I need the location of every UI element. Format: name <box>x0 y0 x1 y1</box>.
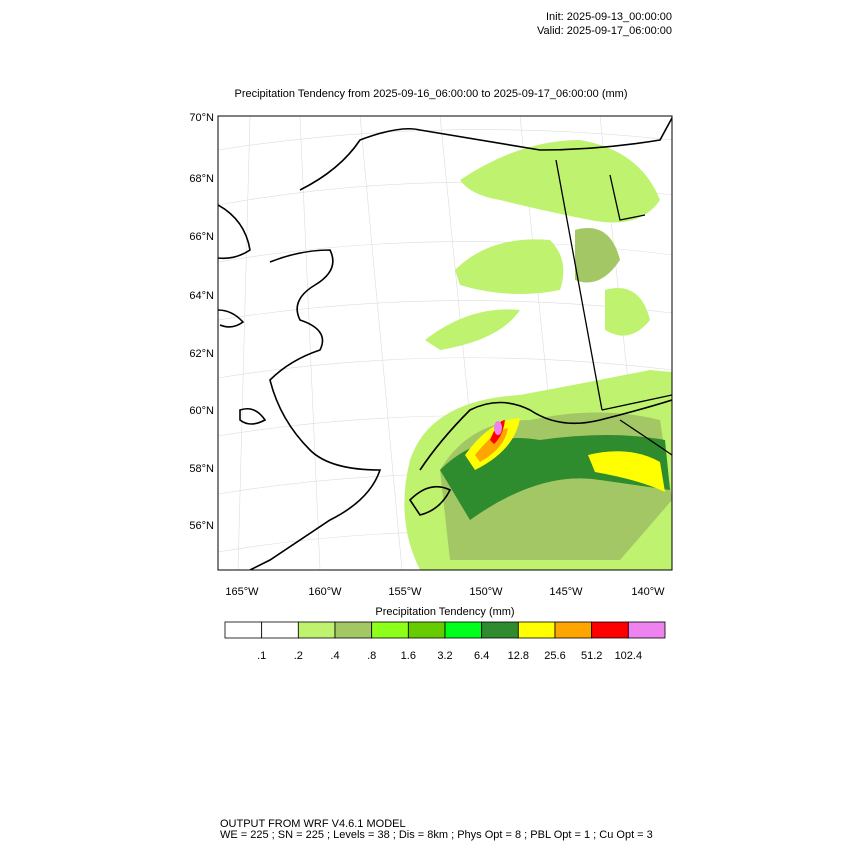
colorbar-label: .4 <box>330 650 339 662</box>
colorbar-label: 6.4 <box>474 650 489 662</box>
lat-label: 64°N <box>189 290 214 302</box>
lon-label: 165°W <box>225 586 259 598</box>
lon-label: 140°W <box>631 586 665 598</box>
init-time: Init: 2025-09-13_00:00:00 <box>546 11 672 23</box>
colorbar-box <box>481 621 519 639</box>
colorbar-label: 12.8 <box>508 650 529 662</box>
colorbar-box <box>224 621 263 639</box>
colorbar-box <box>261 621 299 639</box>
lat-label: 68°N <box>189 173 214 185</box>
lon-label: 150°W <box>469 586 503 598</box>
coastline <box>218 117 672 570</box>
colorbar-box <box>297 621 336 639</box>
colorbar-title: Precipitation Tendency (mm) <box>375 606 514 618</box>
colorbar-box <box>627 621 666 639</box>
lat-label: 56°N <box>189 520 214 532</box>
colorbar-label: 25.6 <box>544 650 565 662</box>
lat-label: 58°N <box>189 463 214 475</box>
lat-label: 66°N <box>189 231 214 243</box>
colorbar-box <box>554 621 593 639</box>
valid-time: Valid: 2025-09-17_06:00:00 <box>537 25 672 37</box>
footer-line-2: WE = 225 ; SN = 225 ; Levels = 38 ; Dis … <box>220 829 653 841</box>
colorbar-box <box>517 621 556 639</box>
lon-label: 145°W <box>549 586 583 598</box>
colorbar-label: 51.2 <box>581 650 602 662</box>
lat-label: 60°N <box>189 405 214 417</box>
colorbar-label: 1.6 <box>401 650 416 662</box>
colorbar-box <box>334 621 373 639</box>
colorbar-box <box>444 621 483 639</box>
lon-label: 160°W <box>308 586 342 598</box>
colorbar-label: .8 <box>367 650 376 662</box>
footer-line-1: OUTPUT FROM WRF V4.6.1 MODEL <box>220 818 406 830</box>
colorbar-label: 3.2 <box>437 650 452 662</box>
borders <box>555 159 672 456</box>
colorbar-label: .1 <box>257 650 266 662</box>
colorbar-box <box>407 621 446 639</box>
colorbar-box <box>371 621 409 639</box>
lat-label: 62°N <box>189 348 214 360</box>
precipitation <box>404 140 672 570</box>
lat-label: 70°N <box>189 112 214 124</box>
map-title: Precipitation Tendency from 2025-09-16_0… <box>235 88 628 100</box>
colorbar-label: .2 <box>294 650 303 662</box>
map-frame <box>217 115 673 571</box>
colorbar-box <box>591 621 629 639</box>
colorbar-label: 102.4 <box>615 650 643 662</box>
map-area <box>218 116 672 570</box>
lon-label: 155°W <box>388 586 422 598</box>
